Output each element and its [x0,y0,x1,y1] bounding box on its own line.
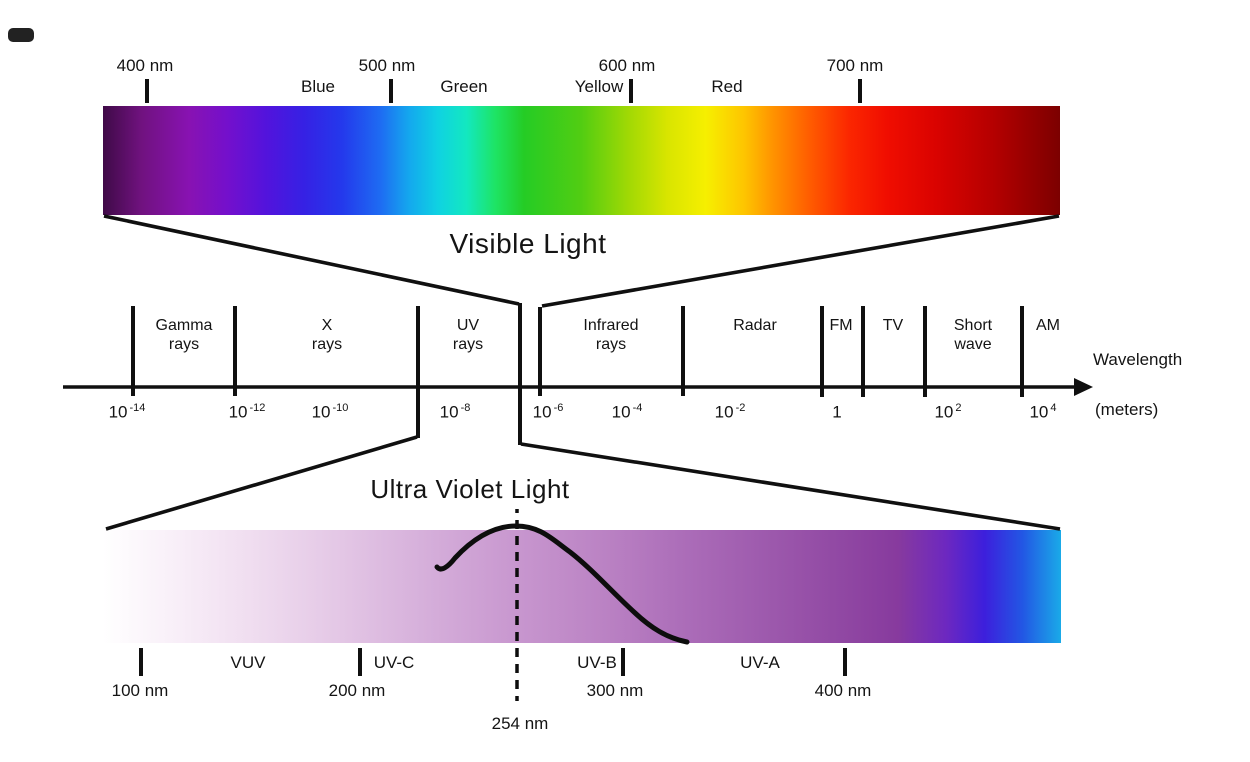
axis-region-radar: Radar [700,316,810,335]
uv-tick-label-300: 300 nm [586,681,644,700]
tick-exp: -12 [249,402,266,414]
region-line1: Infrared [583,317,639,334]
region-line2: wave [954,336,992,353]
axis-region-uv-rays: UV rays [413,316,523,354]
color-label-green: Green [440,77,488,96]
axis-region-fm: FM [786,316,896,335]
uv-band-uvb: UV-B [577,653,617,672]
uv-tick-400 [843,648,847,676]
region-line1: UV [456,317,480,334]
visible-tick-500 [389,79,393,103]
axis-region-infrared-rays: Infrared rays [556,316,666,354]
visible-tick-label-500: 500 nm [358,56,416,75]
axis-tick-1e2: 10 2 [903,402,993,423]
region-line2: rays [168,336,200,353]
axis-region-am: AM [993,316,1103,335]
tick-exp: -10 [332,402,349,414]
tick-exp: -4 [632,402,643,414]
axis-tick-1e-8: 10 -8 [410,402,500,423]
region-line1: AM [1036,317,1060,334]
tick-base: 10 [228,402,248,422]
region-line2: rays [452,336,484,353]
region-line1: TV [882,317,904,334]
tick-base: 10 [532,402,552,422]
tick-base: 10 [1029,402,1049,422]
axis-unit: (meters) [1095,400,1159,419]
axis-tick-1e-10: 10 -10 [285,402,375,423]
region-line1: Gamma [155,317,213,334]
tick-base: 10 [934,402,954,422]
axis-title: Wavelength [1093,350,1183,369]
region-line1: X [321,317,333,334]
uv-tick-label-200: 200 nm [328,681,386,700]
visible-tick-label-600: 600 nm [598,56,656,75]
axis-tick-1e-2: 10 -2 [685,402,775,423]
axis-tick-1e-4: 10 -4 [582,402,672,423]
axis-tick-1e-12: 10 -12 [202,402,292,423]
visible-tick-600 [629,79,633,103]
stray-mark [8,28,34,42]
axis-region-x-rays: X rays [272,316,382,354]
region-line2: rays [595,336,627,353]
uv-tick-label-400: 400 nm [814,681,872,700]
axis-tick-1e4: 10 4 [998,402,1088,423]
visible-tick-400 [145,79,149,103]
tick-base: 10 [108,402,128,422]
uv-peak-label-254: 254 nm [491,714,549,733]
tick-exp: -14 [129,402,146,414]
region-line1: Short [953,317,993,334]
axis-arrowhead [1074,378,1093,396]
tick-exp: -2 [735,402,746,414]
visible-spectrum-bar [103,106,1060,215]
axis-region-gamma-rays: Gamma rays [129,316,239,354]
tick-exp: 2 [955,402,962,414]
tick-base: 10 [439,402,459,422]
uv-tick-200 [358,648,362,676]
uv-light-title: Ultra Violet Light [370,474,570,504]
region-line2: rays [311,336,343,353]
tick-base: 10 [714,402,734,422]
tick-exp: -6 [553,402,564,414]
tick-base: 10 [311,402,331,422]
axis-region-short-wave: Short wave [918,316,1028,354]
region-line1: Radar [733,317,777,334]
axis-tick-1: 1 [793,402,883,423]
uv-band-uvc: UV-C [373,653,415,672]
visible-light-title: Visible Light [449,228,607,259]
uv-tick-100 [139,648,143,676]
axis-tick-1e-6: 10 -6 [503,402,593,423]
color-label-red: Red [711,77,743,96]
axis-tick-1e-14: 10 -14 [82,402,172,423]
tick-exp: -8 [460,402,471,414]
axis-region-tv: TV [838,316,948,335]
tick-base: 10 [611,402,631,422]
color-label-blue: Blue [300,77,336,96]
uv-band-uva: UV-A [740,653,780,672]
uv-tick-300 [621,648,625,676]
uv-spectrum-bar [103,530,1061,643]
uv-tick-label-100: 100 nm [111,681,169,700]
visible-tick-label-700: 700 nm [826,56,884,75]
region-line1: FM [829,317,853,334]
visible-tick-700 [858,79,862,103]
tick-base: 1 [832,402,842,422]
visible-tick-label-400: 400 nm [116,56,174,75]
tick-exp: 4 [1050,402,1057,414]
color-label-yellow: Yellow [574,77,624,96]
uv-band-vuv: VUV [230,653,266,672]
